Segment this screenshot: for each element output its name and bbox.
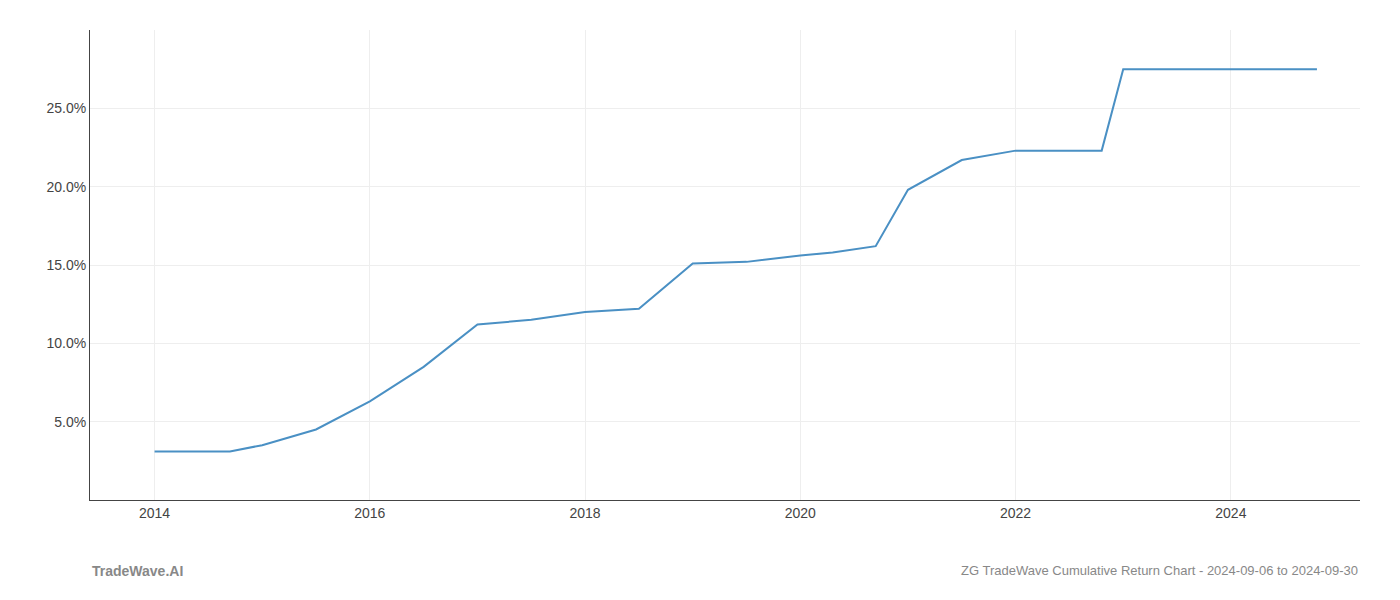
svg-text:ZG TradeWave Cumulative Return: ZG TradeWave Cumulative Return Chart - 2…	[961, 563, 1358, 578]
svg-text:25.0%: 25.0%	[46, 100, 86, 116]
svg-text:2014: 2014	[139, 505, 170, 521]
svg-text:2018: 2018	[570, 505, 601, 521]
svg-text:2020: 2020	[785, 505, 816, 521]
svg-text:2016: 2016	[354, 505, 385, 521]
svg-text:10.0%: 10.0%	[46, 335, 86, 351]
svg-text:TradeWave.AI: TradeWave.AI	[92, 563, 183, 579]
svg-text:2024: 2024	[1215, 505, 1246, 521]
svg-text:20.0%: 20.0%	[46, 179, 86, 195]
svg-text:2022: 2022	[1000, 505, 1031, 521]
svg-text:5.0%: 5.0%	[54, 414, 86, 430]
svg-text:15.0%: 15.0%	[46, 257, 86, 273]
